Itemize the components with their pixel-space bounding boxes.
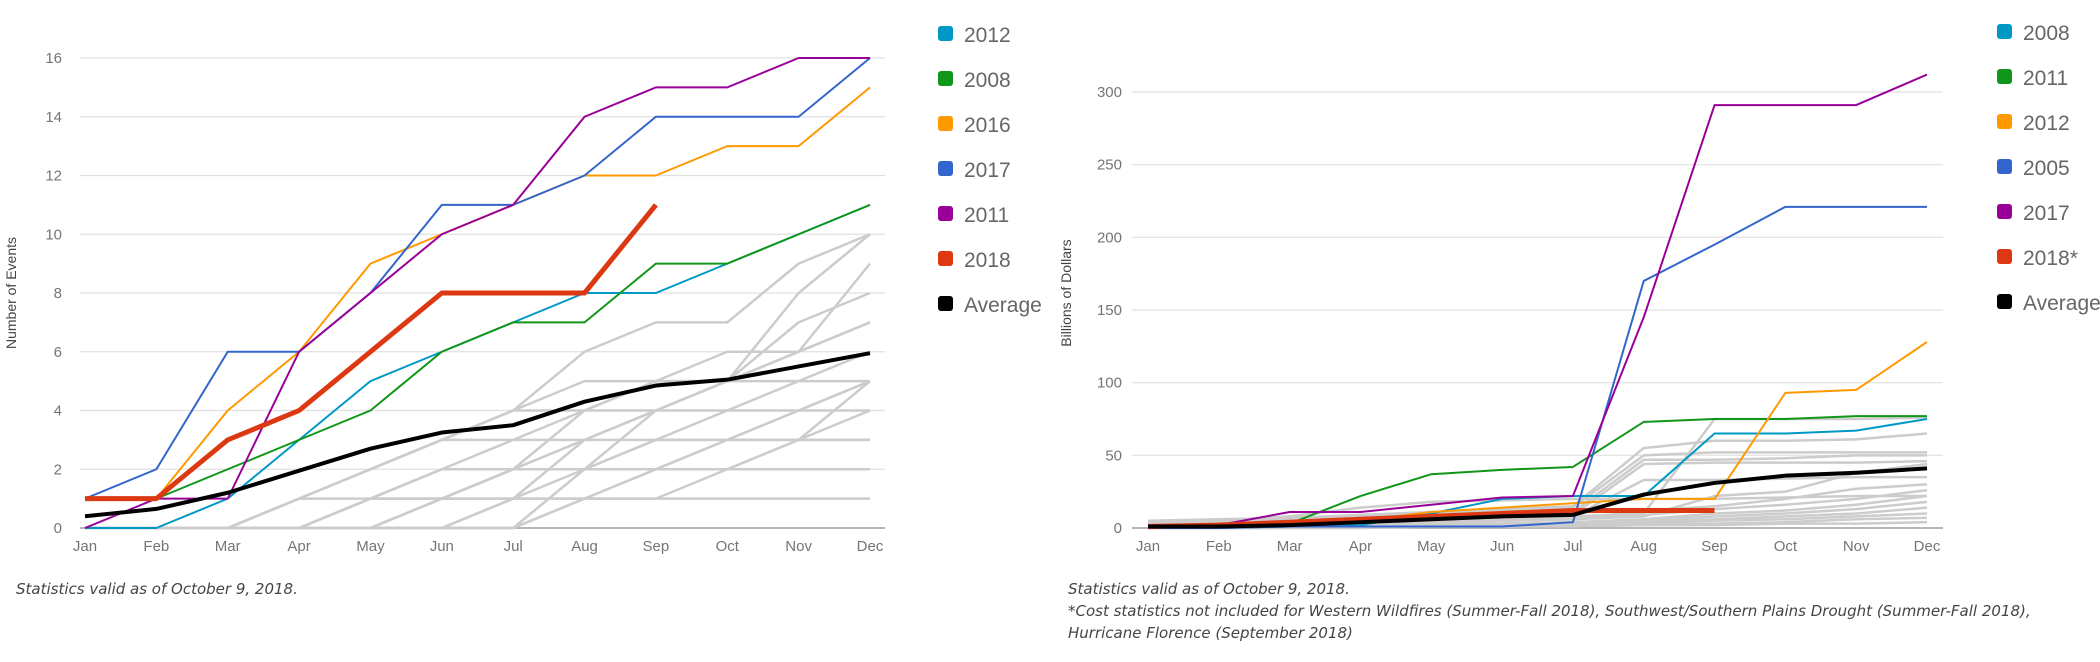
x-tick-label: Nov (1843, 538, 1870, 555)
right-footnote-validity: Statistics valid as of October 9, 2018. (1068, 580, 1350, 598)
legend-label: 2017 (2023, 202, 2070, 225)
x-tick-label: Feb (1206, 538, 1232, 555)
series-line-2005 (1148, 205, 1927, 529)
x-tick-label: Apr (1349, 538, 1372, 555)
right-footnote-exclusions-cont: Hurricane Florence (September 2018) (1068, 624, 1353, 642)
y-tick-label: 150 (1097, 302, 1122, 319)
right-y-axis-title: Billions of Dollars (1058, 239, 1074, 346)
x-tick-label: Oct (1774, 538, 1798, 555)
right-legend: 2008 2011 2012 2005 2017 2018* Average (1997, 22, 2100, 315)
legend-label: 2018 (964, 249, 1011, 272)
right-highlight-series (1147, 73, 1928, 530)
left-x-ticks: Jan Feb Mar Apr May Jun Jul Aug Sep Oct Nov Dec (73, 538, 884, 555)
legend-label: 2018* (2023, 247, 2078, 270)
left-footnote: Statistics valid as of October 9, 2018. (16, 580, 298, 598)
legend-label: 2005 (2023, 157, 2070, 180)
legend-swatch-average (1997, 294, 2012, 309)
x-tick-label: Sep (643, 538, 670, 555)
x-tick-label: Mar (215, 538, 241, 555)
x-tick-label: Nov (785, 538, 812, 555)
left-y-ticks: 0 2 4 6 8 10 12 14 16 (45, 50, 62, 537)
legend-swatch-average (938, 296, 953, 311)
legend-label: 2008 (2023, 22, 2070, 45)
legend-swatch-2012 (938, 26, 953, 41)
legend-label: 2012 (964, 24, 1011, 47)
x-tick-label: Feb (143, 538, 169, 555)
x-tick-label: Aug (1630, 538, 1657, 555)
legend-swatch-2016 (938, 116, 953, 131)
x-tick-label: Jan (1136, 538, 1160, 555)
costs-chart: Billions of Dollars 0 50 100 150 200 250 300 J… (1058, 22, 2100, 555)
x-tick-label: Jun (430, 538, 454, 555)
series-line-2018 (85, 203, 658, 502)
legend-swatch-2011 (938, 206, 953, 221)
left-y-axis-title: Number of Events (3, 237, 19, 349)
legend-label: 2017 (964, 159, 1011, 182)
y-tick-label: 300 (1097, 84, 1122, 101)
x-tick-label: Oct (716, 538, 740, 555)
legend-swatch-2018 (938, 251, 953, 266)
x-tick-label: Mar (1277, 538, 1303, 555)
x-tick-label: Dec (1914, 538, 1941, 555)
legend-swatch-2018-star (1997, 249, 2012, 264)
y-tick-label: 6 (54, 344, 62, 361)
legend-label: 2008 (964, 69, 1011, 92)
y-tick-label: 14 (45, 109, 62, 126)
x-tick-label: Dec (857, 538, 884, 555)
y-tick-label: 2 (54, 461, 62, 478)
background-year-line (1148, 520, 1928, 530)
y-tick-label: 10 (45, 226, 62, 243)
right-y-ticks: 0 50 100 150 200 250 300 (1097, 84, 1122, 537)
legend-swatch-2011 (1997, 69, 2012, 84)
x-tick-label: Jul (504, 538, 523, 555)
legend-label: Average (2023, 292, 2100, 315)
right-gridlines (1132, 91, 1943, 529)
y-tick-label: 8 (54, 285, 62, 302)
left-legend: 2012 2008 2016 2017 2011 2018 Average (938, 24, 1042, 317)
left-background-series (85, 233, 871, 530)
x-tick-label: May (356, 538, 385, 555)
series-line-average (1148, 466, 1928, 529)
x-tick-label: Jul (1563, 538, 1582, 555)
legend-swatch-2017 (1997, 204, 2012, 219)
series-line-2008 (85, 203, 871, 500)
y-tick-label: 100 (1097, 375, 1122, 392)
series-line-2017 (84, 57, 871, 500)
y-tick-label: 16 (45, 50, 62, 67)
legend-swatch-2008 (1997, 24, 2012, 39)
x-tick-label: Aug (571, 538, 598, 555)
left-highlight-series (84, 57, 871, 529)
legend-swatch-2008 (938, 71, 953, 86)
legend-label: 2016 (964, 114, 1011, 137)
legend-swatch-2017 (938, 161, 953, 176)
series-line-2017 (1147, 73, 1928, 528)
x-tick-label: Jun (1490, 538, 1514, 555)
x-tick-label: May (1417, 538, 1446, 555)
y-tick-label: 12 (45, 168, 62, 185)
y-tick-label: 4 (54, 403, 62, 420)
legend-label: 2011 (964, 204, 1009, 227)
y-tick-label: 200 (1097, 229, 1122, 246)
series-line-average (84, 351, 871, 519)
y-tick-label: 50 (1105, 447, 1122, 464)
right-footnote-exclusions: *Cost statistics not included for Wester… (1068, 602, 2031, 620)
series-line-2011 (84, 57, 870, 529)
legend-label: Average (964, 294, 1042, 317)
y-tick-label: 250 (1097, 157, 1122, 174)
legend-label: 2012 (2023, 112, 2070, 135)
legend-swatch-2005 (1997, 159, 2012, 174)
background-year-line (1148, 494, 1927, 522)
y-tick-label: 0 (54, 520, 62, 537)
x-tick-label: Jan (73, 538, 97, 555)
x-tick-label: Apr (287, 538, 310, 555)
legend-label: 2011 (2023, 67, 2068, 90)
right-x-ticks: Jan Feb Mar Apr May Jun Jul Aug Sep Oct Nov Dec (1136, 538, 1941, 555)
y-tick-label: 0 (1114, 520, 1122, 537)
legend-swatch-2012 (1997, 114, 2012, 129)
x-tick-label: Sep (1701, 538, 1728, 555)
events-chart: Number of Events 0 2 4 6 8 10 12 14 16 Jan Feb Mar… (3, 24, 1042, 555)
